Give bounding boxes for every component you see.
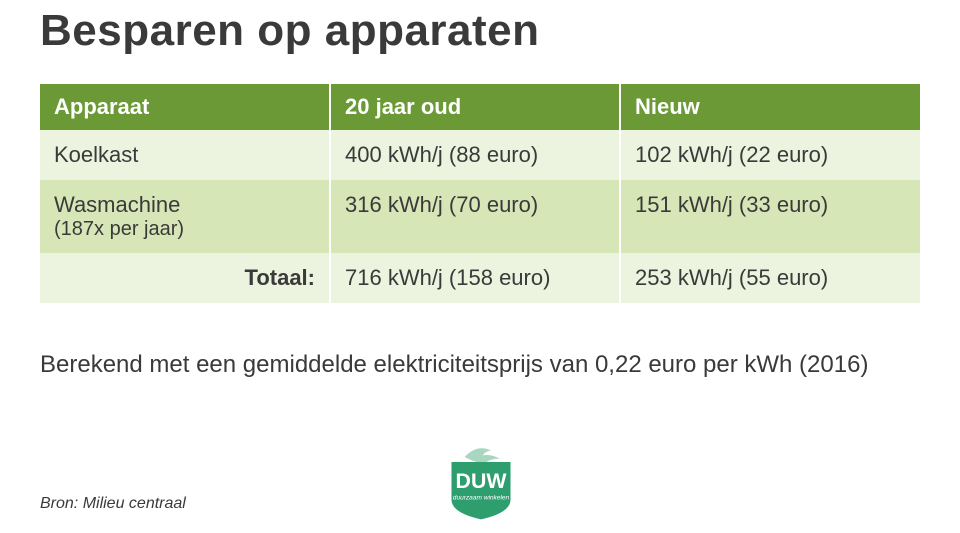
cell-apparaat: Koelkast bbox=[40, 130, 330, 180]
logo-text: DUW bbox=[456, 469, 508, 493]
col-header-apparaat: Apparaat bbox=[40, 84, 330, 130]
total-oud: 716 kWh/j (158 euro) bbox=[330, 253, 620, 303]
table-total-row: Totaal: 716 kWh/j (158 euro) 253 kWh/j (… bbox=[40, 253, 920, 303]
logo-bird-icon bbox=[465, 448, 500, 463]
col-header-nieuw: Nieuw bbox=[620, 84, 920, 130]
logo-subtext-1: duurzaam winkelen bbox=[453, 495, 510, 502]
col-header-oud: 20 jaar oud bbox=[330, 84, 620, 130]
source-text: Bron: Milieu centraal bbox=[40, 495, 186, 513]
table-header-row: Apparaat 20 jaar oud Nieuw bbox=[40, 84, 920, 130]
cell-oud: 316 kWh/j (70 euro) bbox=[330, 180, 620, 253]
cell-apparaat-label: Wasmachine bbox=[54, 192, 180, 217]
cell-apparaat-sub: (187x per jaar) bbox=[54, 218, 315, 241]
table-row: Wasmachine (187x per jaar) 316 kWh/j (70… bbox=[40, 180, 920, 253]
caption-text: Berekend met een gemiddelde elektricitei… bbox=[40, 351, 920, 379]
table-row: Koelkast 400 kWh/j (88 euro) 102 kWh/j (… bbox=[40, 130, 920, 180]
total-nieuw: 253 kWh/j (55 euro) bbox=[620, 253, 920, 303]
cell-oud: 400 kWh/j (88 euro) bbox=[330, 130, 620, 180]
cell-nieuw: 151 kWh/j (33 euro) bbox=[620, 180, 920, 253]
duw-logo: DUW duurzaam winkelen bbox=[440, 439, 522, 521]
cell-apparaat-label: Koelkast bbox=[54, 142, 138, 167]
page-title: Besparen op apparaten bbox=[40, 0, 920, 56]
comparison-table: Apparaat 20 jaar oud Nieuw Koelkast 400 … bbox=[40, 84, 920, 303]
cell-nieuw: 102 kWh/j (22 euro) bbox=[620, 130, 920, 180]
total-label: Totaal: bbox=[40, 253, 330, 303]
cell-apparaat: Wasmachine (187x per jaar) bbox=[40, 180, 330, 253]
